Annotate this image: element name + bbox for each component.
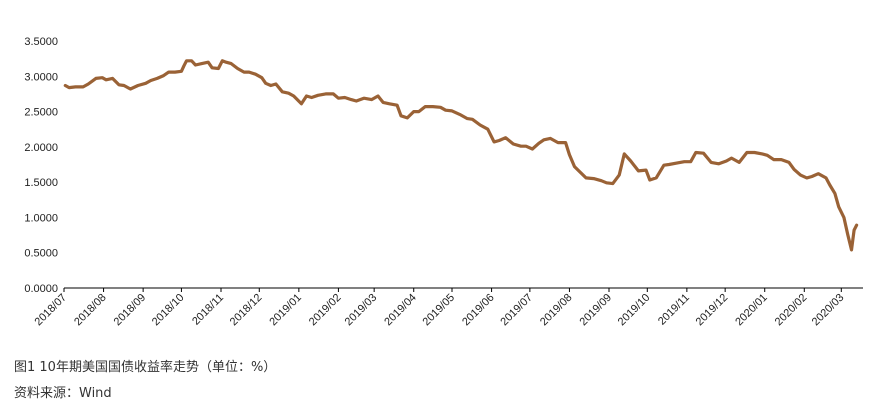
y-tick-label: 1.5000: [24, 177, 58, 189]
x-tick-label: 2018/07: [33, 292, 70, 329]
y-tick-label: 1.0000: [24, 212, 58, 224]
x-tick-label: 2019/08: [538, 292, 575, 329]
x-axis-tick-marks: [63, 288, 842, 292]
x-axis-ticks: 2018/07 2018/08 2018/09 2018/10 2018/11 2018/…: [33, 292, 847, 329]
x-tick-label: 2018/09: [112, 292, 149, 329]
x-tick-label: 2019/10: [616, 292, 653, 329]
x-tick-label: 2018/08: [72, 292, 109, 329]
x-tick-label: 2020/01: [733, 292, 770, 329]
x-tick-label: 2019/03: [343, 292, 380, 329]
x-tick-label: 2019/11: [656, 292, 692, 328]
series-line-10y-treasury-yield: [63, 59, 859, 252]
x-tick-label: 2019/02: [307, 292, 344, 329]
x-tick-label: 2020/02: [773, 292, 810, 329]
x-tick-label: 2020/03: [810, 292, 847, 329]
x-tick-label: 2019/09: [578, 292, 615, 329]
y-tick-label: 0.5000: [24, 248, 58, 260]
x-tick-label: 2019/01: [267, 292, 304, 329]
x-tick-label: 2019/04: [382, 292, 419, 329]
x-tick-label: 2018/10: [150, 292, 187, 329]
figure-caption: 图1 10年期美国国债收益率走势（单位：%）: [14, 360, 277, 375]
y-axis-ticks: 0.0000 0.5000 1.0000 1.5000 2.0000 2.5000 3.00…: [24, 36, 58, 295]
x-tick-label: 2018/11: [190, 292, 226, 328]
y-tick-label: 0.0000: [24, 283, 58, 295]
x-tick-label: 2018/12: [228, 292, 265, 329]
y-tick-label: 3.0000: [24, 71, 58, 83]
x-tick-label: 2019/06: [460, 292, 497, 329]
source-caption: 资料来源：Wind: [14, 386, 112, 401]
x-tick-label: 2019/07: [498, 292, 535, 329]
x-tick-label: 2019/05: [421, 292, 458, 329]
y-tick-label: 2.0000: [24, 142, 58, 154]
y-tick-label: 2.5000: [24, 107, 58, 119]
y-tick-label: 3.5000: [24, 36, 58, 48]
x-tick-label: 2019/12: [694, 292, 731, 329]
